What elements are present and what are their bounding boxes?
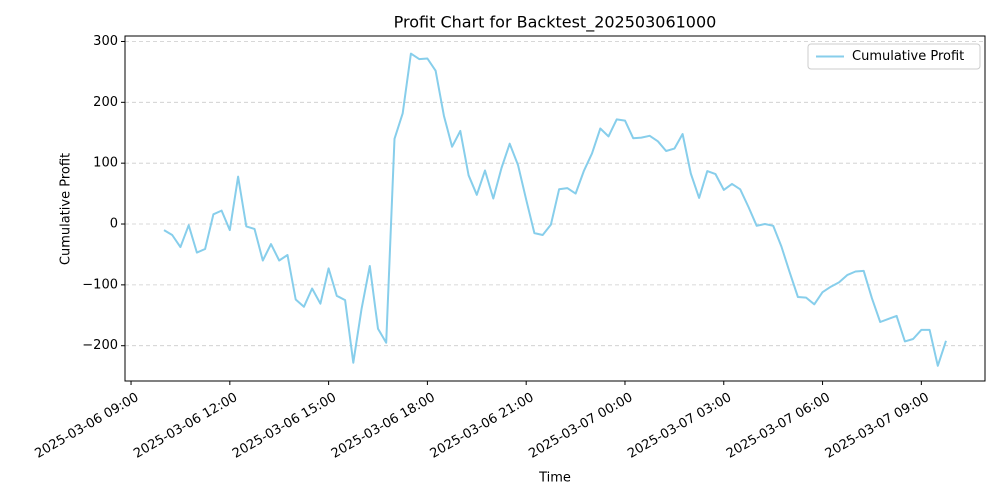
legend-box — [807, 43, 981, 70]
y-tick-label: 0 — [110, 217, 118, 232]
y-axis-label: Cumulative Profit — [59, 153, 74, 265]
x-axis-label: Time — [538, 471, 571, 486]
line-series — [163, 52, 947, 367]
y-tick-label: 200 — [93, 95, 118, 110]
y-tick-label: −100 — [82, 277, 118, 292]
legend-label: Cumulative Profit — [852, 49, 964, 64]
y-tick-label: −200 — [82, 338, 118, 353]
plot-frame — [124, 35, 986, 382]
y-tick-label: 100 — [93, 156, 118, 171]
y-tick-label: 300 — [93, 34, 118, 49]
chart-title: Profit Chart for Backtest_202503061000 — [394, 13, 717, 33]
